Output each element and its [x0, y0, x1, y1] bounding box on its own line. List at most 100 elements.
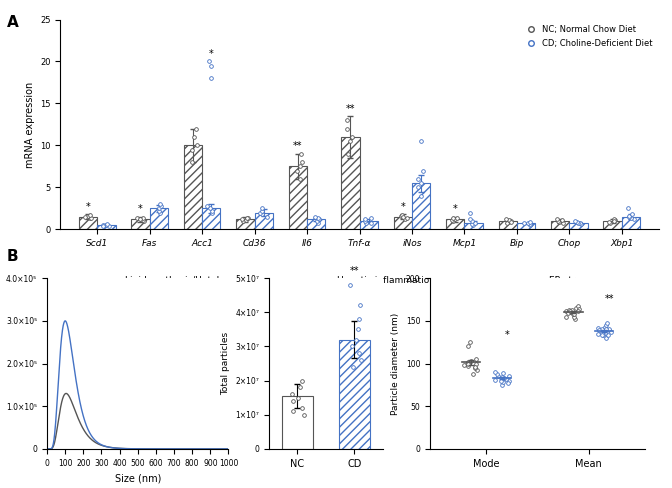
Bar	[551, 221, 569, 229]
Bar	[255, 213, 273, 229]
Point	[79, 213, 90, 221]
Legend: NC; Normal Chow Diet, CD; Choline-Deficient Diet: NC; Normal Chow Diet, CD; Choline-Defici…	[521, 24, 655, 49]
Point	[238, 217, 249, 225]
Point	[600, 323, 611, 331]
Point	[463, 362, 474, 370]
Point	[525, 221, 536, 229]
Point	[294, 175, 305, 183]
Point	[469, 219, 480, 226]
Text: **: **	[293, 142, 302, 151]
Point	[564, 306, 575, 314]
Point	[490, 368, 501, 376]
Point	[569, 310, 579, 318]
Point	[594, 326, 605, 334]
Point	[261, 213, 272, 221]
Point	[524, 221, 535, 228]
Point	[573, 219, 583, 226]
Point	[138, 215, 149, 223]
Point	[355, 302, 366, 309]
Point	[155, 209, 165, 217]
Point	[452, 215, 462, 223]
Point	[155, 200, 165, 208]
Point	[570, 217, 581, 225]
Point	[85, 214, 95, 222]
Point	[571, 218, 582, 226]
Text: *: *	[453, 204, 458, 214]
Bar	[282, 396, 313, 449]
Point	[498, 369, 509, 377]
Point	[561, 313, 572, 321]
Point	[498, 374, 509, 382]
Point	[256, 210, 267, 218]
Point	[462, 343, 473, 350]
Point	[458, 361, 469, 369]
Point	[448, 217, 458, 225]
Point	[571, 304, 581, 312]
Bar	[603, 221, 622, 229]
Point	[137, 216, 148, 224]
Text: *: *	[138, 204, 143, 214]
Point	[366, 220, 377, 227]
Bar	[341, 137, 360, 229]
Point	[365, 215, 376, 223]
Point	[470, 363, 480, 371]
Point	[204, 204, 215, 212]
Point	[597, 331, 608, 339]
Point	[599, 329, 610, 337]
Point	[353, 349, 364, 357]
Point	[503, 379, 513, 387]
Point	[447, 216, 458, 224]
Point	[82, 212, 93, 220]
Point	[468, 370, 478, 378]
Point	[467, 217, 478, 225]
Point	[296, 150, 306, 158]
Point	[609, 217, 620, 225]
Point	[502, 219, 513, 226]
Text: **: **	[605, 294, 614, 304]
Point	[97, 222, 108, 230]
Point	[237, 215, 247, 223]
Point	[448, 214, 458, 222]
Point	[206, 207, 217, 215]
Point	[350, 336, 361, 344]
Point	[399, 215, 410, 223]
Text: B: B	[7, 249, 18, 264]
Point	[287, 397, 298, 405]
Point	[467, 221, 478, 229]
Point	[465, 209, 476, 217]
Point	[416, 179, 427, 187]
Text: **: **	[349, 266, 360, 276]
X-axis label: Size (nm): Size (nm)	[114, 473, 161, 483]
Point	[296, 158, 307, 166]
Point	[505, 218, 516, 226]
Point	[600, 325, 611, 333]
Point	[206, 74, 216, 82]
Point	[361, 219, 372, 226]
Point	[563, 309, 574, 317]
Point	[401, 214, 412, 222]
Point	[204, 58, 214, 65]
Point	[601, 334, 612, 342]
Point	[462, 361, 473, 368]
Bar	[307, 219, 325, 229]
Text: Lipid synthesis/Uptake: Lipid synthesis/Uptake	[125, 276, 227, 285]
Point	[295, 163, 306, 170]
Bar	[499, 221, 517, 229]
Point	[605, 219, 616, 226]
Point	[84, 211, 95, 219]
Point	[557, 219, 568, 226]
Text: Hepatic inflammation: Hepatic inflammation	[337, 276, 435, 285]
Point	[101, 221, 112, 228]
Point	[298, 411, 309, 419]
Point	[296, 404, 307, 412]
Point	[525, 218, 536, 226]
Point	[556, 216, 567, 224]
Point	[596, 329, 607, 337]
Point	[353, 315, 364, 323]
Point	[139, 217, 150, 225]
Point	[471, 366, 482, 374]
Point	[552, 215, 562, 223]
Point	[85, 215, 96, 223]
Point	[497, 373, 507, 381]
Point	[504, 216, 515, 224]
